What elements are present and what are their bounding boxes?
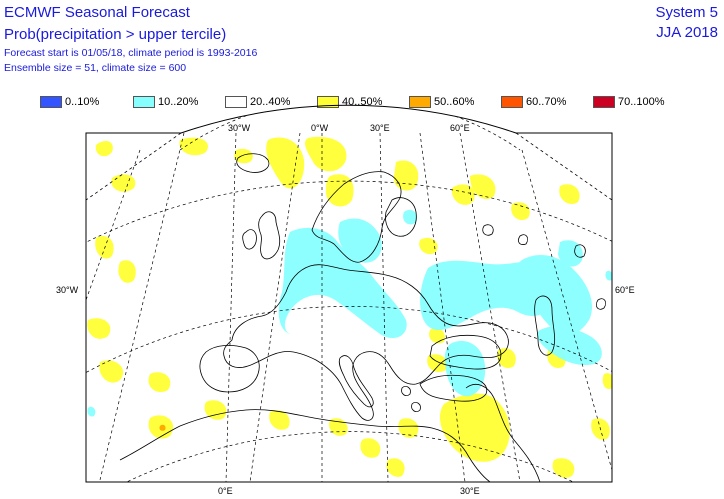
legend-item: 70..100% xyxy=(593,94,664,110)
dry-anomaly-areas xyxy=(87,209,612,417)
legend-item: 50..60% xyxy=(409,94,474,110)
lon-label-bottom-30e: 30°E xyxy=(460,486,480,496)
moderate-anomaly-spot xyxy=(159,424,166,431)
coastlines xyxy=(119,153,606,482)
legend-swatch xyxy=(225,96,247,108)
legend-item: 20..40% xyxy=(225,94,290,110)
legend-swatch xyxy=(593,96,615,108)
season-label: JJA 2018 xyxy=(656,24,718,41)
map-title: ECMWF Seasonal Forecast xyxy=(4,4,190,21)
legend-label: 70..100% xyxy=(618,96,665,108)
system-label: System 5 xyxy=(655,4,718,21)
lon-label-bottom-0e: 0°E xyxy=(218,486,233,496)
lon-label-top-0w: 0°W xyxy=(311,123,329,133)
legend-swatch xyxy=(501,96,523,108)
lon-label-top-60e: 60°E xyxy=(450,123,470,133)
legend-swatch xyxy=(40,96,62,108)
legend-label: 0..10% xyxy=(65,96,100,108)
legend-swatch xyxy=(133,96,155,108)
forecast-info: Forecast start is 01/05/18, climate peri… xyxy=(4,47,258,59)
lon-label-top-30w: 30°W xyxy=(228,123,251,133)
graticule xyxy=(86,105,612,482)
legend-item: 60..70% xyxy=(501,94,566,110)
lat-label-right: 60°E xyxy=(615,285,635,295)
legend-item: 10..20% xyxy=(133,94,198,110)
projection-edges xyxy=(85,132,613,201)
legend-label: 50..60% xyxy=(434,96,475,108)
lon-label-top-30e: 30°E xyxy=(370,123,390,133)
legend-label: 20..40% xyxy=(250,96,291,108)
map-subtitle: Prob(precipitation > upper tercile) xyxy=(4,26,227,43)
legend-swatch xyxy=(409,96,431,108)
wet-anomaly-areas xyxy=(87,136,612,478)
lat-label-left: 30°W xyxy=(56,285,79,295)
ensemble-info: Ensemble size = 51, climate size = 600 xyxy=(4,62,187,74)
legend-item: 0..10% xyxy=(40,94,99,110)
legend-label: 10..20% xyxy=(158,96,199,108)
map-border xyxy=(85,104,613,483)
legend-label: 60..70% xyxy=(526,96,567,108)
